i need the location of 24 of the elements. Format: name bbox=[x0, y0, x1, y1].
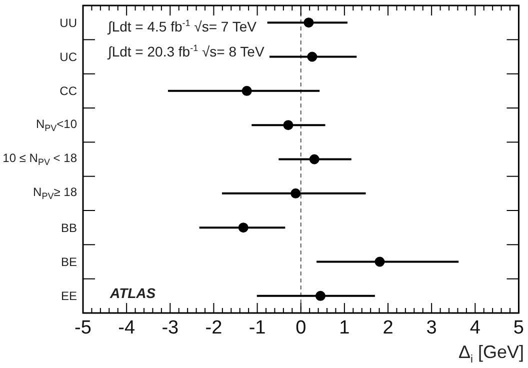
y-tick-label: EE bbox=[60, 288, 77, 303]
y-tick-label: BB bbox=[60, 220, 77, 235]
y-tick-label: BE bbox=[60, 254, 77, 269]
x-tick-label: 2 bbox=[382, 318, 394, 339]
x-tick-label: 4 bbox=[470, 318, 481, 339]
x-tick-label: -1 bbox=[248, 318, 266, 339]
x-tick-label: -4 bbox=[118, 318, 136, 339]
x-axis-title: Δ$_{i}$ [GeV] bbox=[458, 342, 524, 366]
y-tick-label: UU bbox=[60, 16, 77, 30]
y-tick-label: N$_{PV}$<10 bbox=[36, 116, 77, 134]
x-tick-label: -3 bbox=[162, 318, 179, 339]
annotation: ∫Ldt = 4.5 fb$^{-1}$ √s= 7 TeV bbox=[108, 18, 256, 35]
x-tick-label: 3 bbox=[426, 318, 437, 339]
x-tick-label: 0 bbox=[296, 318, 306, 339]
annotation: ∫Ldt = 20.3 fb$^{-1}$ √s= 8 TeV bbox=[108, 43, 264, 60]
x-tick-label: -2 bbox=[205, 318, 222, 339]
y-tick-label: 10 ≤ N$_{PV}$ < 18 bbox=[2, 151, 77, 168]
y-tick-label: CC bbox=[60, 84, 77, 98]
x-tick-label: 1 bbox=[339, 318, 350, 339]
y-tick-label: UC bbox=[60, 50, 77, 64]
y-tick-label: N$_{PV}$≥ 18 bbox=[33, 185, 77, 202]
x-tick-label: -5 bbox=[74, 318, 92, 339]
x-tick-label: 5 bbox=[513, 318, 524, 339]
annotation: ATLAS bbox=[110, 285, 156, 301]
